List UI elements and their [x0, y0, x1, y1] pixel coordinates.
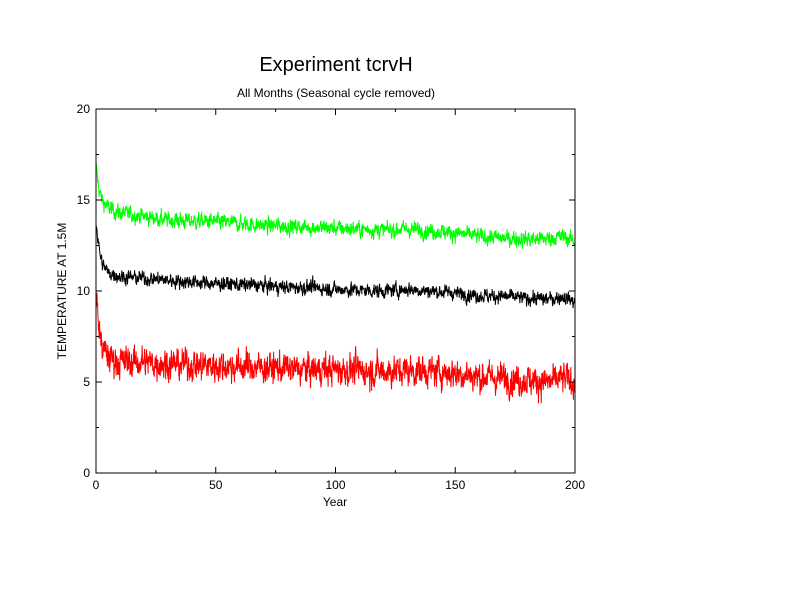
x-tick-label: 0: [93, 478, 100, 492]
x-axis-label: Year: [323, 495, 347, 509]
series-layer: [95, 163, 576, 404]
ticks-layer: 0 50 100 150 200 0 5 10 15 20: [77, 102, 586, 492]
series-line-1: [95, 224, 576, 309]
x-tick-label: 150: [445, 478, 465, 492]
x-tick-label: 50: [209, 478, 223, 492]
series-line-2: [95, 292, 576, 404]
y-tick-label: 20: [77, 102, 91, 116]
x-tick-label: 100: [325, 478, 345, 492]
chart-subtitle: All Months (Seasonal cycle removed): [236, 86, 436, 100]
y-tick-label: 5: [83, 375, 90, 389]
y-tick-label: 10: [77, 284, 91, 298]
x-tick-label: 200: [565, 478, 585, 492]
y-tick-label: 0: [83, 466, 90, 480]
y-axis-label: TEMPERATURE AT 1.5M: [55, 223, 69, 360]
y-tick-label: 15: [77, 193, 91, 207]
chart-title: Experiment tcrvH: [259, 54, 413, 76]
series-line-0: [95, 163, 576, 250]
